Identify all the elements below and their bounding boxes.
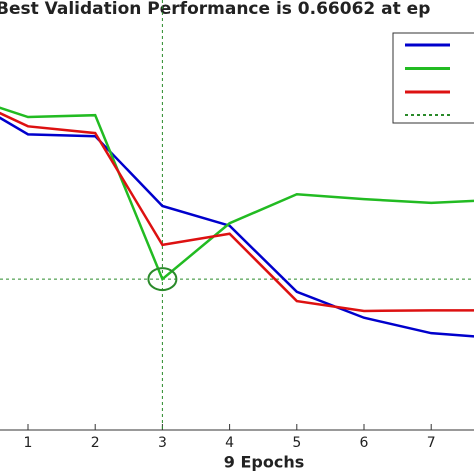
x-tick-label: 4 [225,435,234,451]
x-tick-label: 3 [158,435,167,451]
x-tick-label: 1 [24,435,33,451]
best-marker [147,267,178,292]
series-line [0,116,474,338]
series-line [0,111,474,313]
chart-title: Best Validation Performance is 0.66062 a… [0,0,430,19]
legend [392,32,474,124]
x-tick-label: 7 [427,435,436,451]
x-tick-label: 2 [91,435,100,451]
x-tick-label: 5 [292,435,301,451]
series-line [0,106,474,282]
x-tick-label: 6 [360,435,369,451]
legend-box [392,32,474,124]
x-axis-label: 9 Epochs [224,453,304,472]
